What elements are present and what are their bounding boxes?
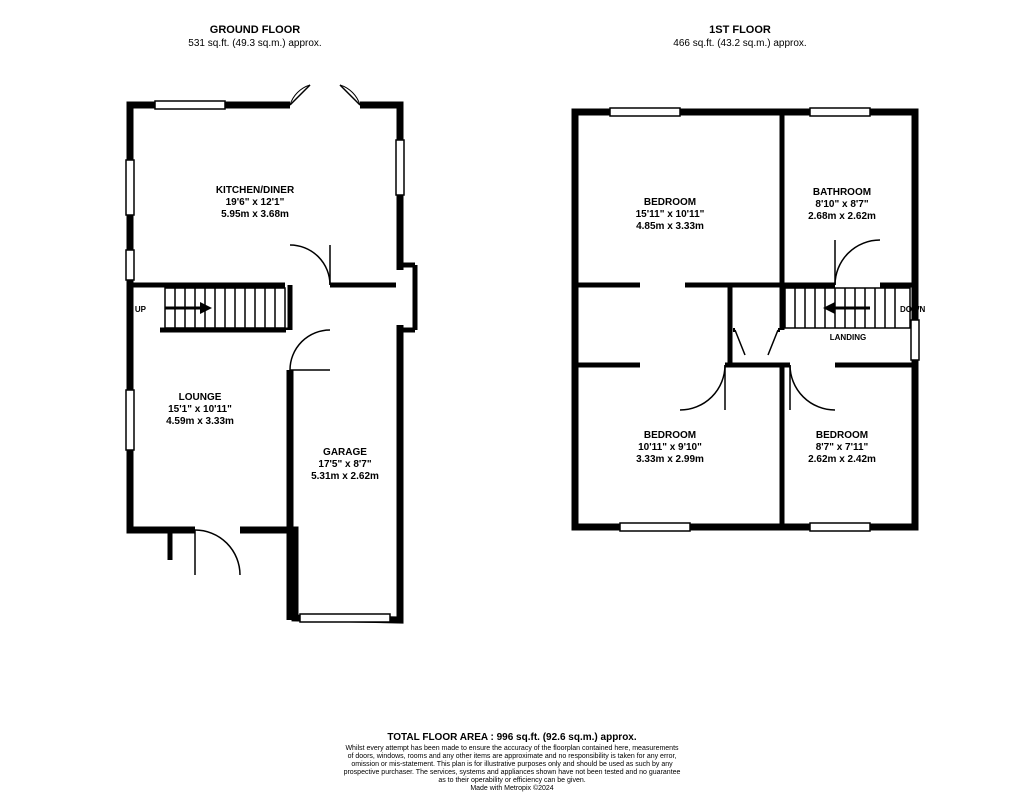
ff-windows [610, 108, 919, 531]
footer-l3: prospective purchaser. The services, sys… [344, 769, 681, 776]
footer-l2: omission or mis-statement. This plan is … [351, 761, 673, 768]
gf-stair-label: UP [135, 305, 147, 314]
gf-garage-door-internal [290, 330, 330, 370]
ff-bed2-met: 3.33m x 2.99m [636, 454, 704, 465]
ff-bed1-imp: 15'11" x 10'11" [636, 209, 705, 220]
footer-l0: Whilst every attempt has been made to en… [345, 745, 679, 752]
first-floor: DOWN LANDING [575, 108, 926, 531]
footer-total: TOTAL FLOOR AREA : 996 sq.ft. (92.6 sq.m… [387, 732, 637, 743]
ff-bed3-imp: 8'7" x 7'11" [816, 442, 869, 453]
ff-bath-name: BATHROOM [813, 187, 871, 198]
ff-bed3-name: BEDROOM [816, 430, 868, 441]
gf-windows [126, 101, 404, 450]
ff-subtitle: 466 sq.ft. (43.2 sq.m.) approx. [673, 38, 806, 49]
ff-bed3-met: 2.62m x 2.42m [808, 454, 876, 465]
gf-garage-imp: 17'5" x 8'7" [318, 459, 371, 470]
gf-garage-name: GARAGE [323, 447, 367, 458]
gf-lounge-name: LOUNGE [179, 392, 222, 403]
ff-landing-label: LANDING [830, 333, 866, 342]
ff-stair-label: DOWN [900, 305, 926, 314]
gf-garage-door [300, 614, 390, 622]
ground-floor: UP [126, 85, 415, 622]
footer-l1: of doors, windows, rooms and any other i… [348, 753, 677, 760]
ff-bed1-name: BEDROOM [644, 197, 696, 208]
gf-title: GROUND FLOOR [210, 24, 300, 36]
floorplan-diagram: UP [0, 0, 1024, 809]
gf-lounge-met: 4.59m x 3.33m [166, 416, 234, 427]
ff-title: 1ST FLOOR [709, 24, 771, 36]
gf-kitchen-name: KITCHEN/DINER [216, 185, 295, 196]
gf-lounge-imp: 15'1" x 10'11" [168, 404, 232, 415]
gf-kitchen-imp: 19'6" x 12'1" [226, 197, 285, 208]
footer-l4: as to their operability or efficiency ca… [438, 777, 585, 784]
ff-bed2-name: BEDROOM [644, 430, 696, 441]
gf-kitchen-met: 5.95m x 3.68m [221, 209, 289, 220]
ff-bath-imp: 8'10" x 8'7" [815, 199, 868, 210]
gf-kitchen-door [290, 245, 330, 285]
ff-bed1-met: 4.85m x 3.33m [636, 221, 704, 232]
gf-subtitle: 531 sq.ft. (49.3 sq.m.) approx. [188, 38, 321, 49]
down-arrow-icon [823, 302, 870, 314]
gf-front-door [195, 530, 240, 575]
gf-garage-met: 5.31m x 2.62m [311, 471, 379, 482]
footer-l5: Made with Metropix ©2024 [470, 784, 553, 792]
ff-bed2-imp: 10'11" x 9'10" [638, 442, 702, 453]
ff-bath-met: 2.68m x 2.62m [808, 211, 876, 222]
